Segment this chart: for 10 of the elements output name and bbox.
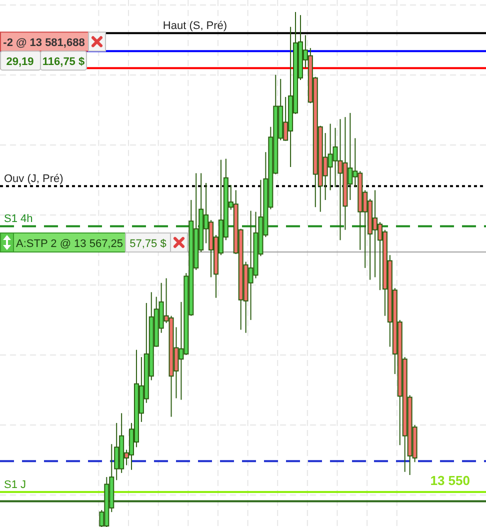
ref-line-label: Ouv (J, Pré) [4, 173, 64, 186]
annotation: A:STP 2 @ 13 567,25 [16, 238, 123, 250]
ref-line-label: S1 4h [4, 213, 33, 226]
text: 13 550 [430, 472, 470, 488]
text: -2 @ 13 581,688 [3, 37, 85, 50]
text: 29,19 [6, 56, 34, 68]
annotation: 57,75 $ [130, 238, 166, 250]
ref-line-label: S1 J [4, 478, 26, 491]
text: 116,75 $ [42, 56, 85, 68]
ref-line-label: Haut (S, Pré) [162, 20, 228, 32]
